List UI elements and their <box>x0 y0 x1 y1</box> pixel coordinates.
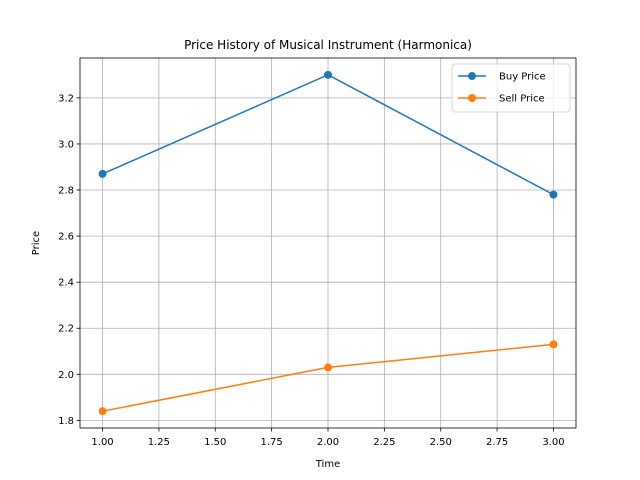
legend: Buy Price Sell Price <box>451 63 571 113</box>
x-tick-label: 2.25 <box>373 437 395 448</box>
x-tick-label: 2.50 <box>430 437 452 448</box>
ticks: 1.00 1.25 1.50 1.75 2.00 2.25 2.50 2.75 3.00 1.8 2… <box>58 93 564 448</box>
x-tick-label: 1.75 <box>261 437 283 448</box>
series-layer <box>98 70 558 416</box>
y-tick-label: 2.0 <box>58 370 74 381</box>
x-axis-label: Time <box>315 459 340 470</box>
y-tick-label: 3.0 <box>58 139 74 150</box>
data-point <box>98 407 107 416</box>
legend-marker <box>468 94 476 102</box>
y-tick-label: 1.8 <box>58 416 74 427</box>
x-tick-label: 2.00 <box>317 437 339 448</box>
series-0 <box>98 70 558 199</box>
series-1 <box>98 340 558 416</box>
y-tick-label: 2.2 <box>58 324 74 335</box>
chart-title: Price History of Musical Instrument (Har… <box>184 38 472 52</box>
y-tick-label: 2.6 <box>58 232 74 243</box>
data-point <box>98 169 107 178</box>
legend-label: Sell Price <box>499 94 545 105</box>
data-point <box>549 340 558 349</box>
x-tick-label: 1.25 <box>148 437 170 448</box>
y-tick-label: 3.2 <box>58 93 74 104</box>
x-tick-label: 1.00 <box>91 437 113 448</box>
legend-label: Buy Price <box>499 72 546 83</box>
y-axis-label: Price <box>31 231 42 255</box>
data-point <box>324 70 332 79</box>
x-tick-label: 3.00 <box>542 437 564 448</box>
x-tick-label: 1.50 <box>204 437 226 448</box>
data-point <box>324 363 332 372</box>
y-tick-label: 2.8 <box>58 186 74 197</box>
y-tick-label: 2.4 <box>58 278 74 289</box>
data-point <box>549 190 558 199</box>
x-tick-label: 2.75 <box>486 437 508 448</box>
legend-marker <box>468 72 476 80</box>
grid <box>80 58 576 428</box>
